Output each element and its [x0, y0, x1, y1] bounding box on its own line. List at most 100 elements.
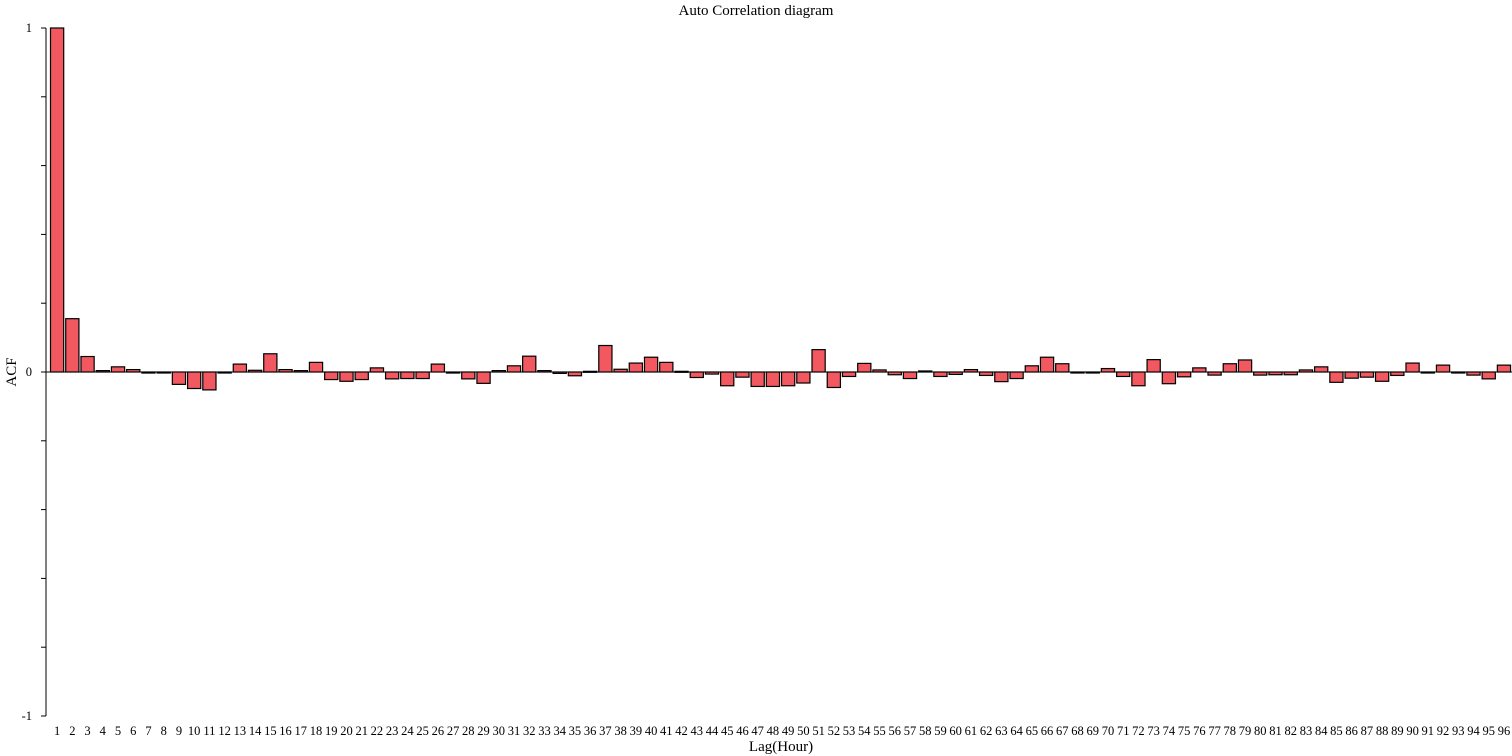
- x-tick-label: 57: [904, 724, 917, 738]
- acf-bar: [400, 371, 415, 380]
- x-tick-label: 87: [1361, 724, 1374, 738]
- acf-bar: [1070, 371, 1085, 374]
- acf-bar: [598, 344, 613, 373]
- x-axis-label: Lag(Hour): [749, 739, 813, 755]
- x-tick-label: 65: [1026, 724, 1039, 738]
- acf-bar: [430, 363, 446, 373]
- acf-bar: [994, 371, 1009, 383]
- acf-bar: [552, 371, 567, 374]
- x-tick-label: 77: [1208, 724, 1221, 738]
- acf-bar: [780, 371, 796, 387]
- x-tick-label: 23: [386, 724, 399, 738]
- x-tick-label: 7: [145, 724, 151, 738]
- x-tick-label: 61: [965, 724, 978, 738]
- acf-bar: [750, 371, 765, 388]
- acf-bar: [415, 371, 430, 380]
- acf-bar: [1024, 365, 1040, 373]
- chart-title: Auto Correlation diagram: [679, 3, 834, 19]
- x-tick-label: 64: [1010, 724, 1023, 738]
- x-tick-label: 58: [919, 724, 932, 738]
- x-tick-label: 56: [889, 724, 902, 738]
- acf-bar: [1451, 371, 1466, 374]
- acf-bar: [384, 371, 400, 380]
- acf-bar: [110, 366, 126, 373]
- x-tick-label: 16: [279, 724, 292, 738]
- acf-bar: [506, 365, 522, 373]
- x-tick-label: 45: [721, 724, 734, 738]
- x-tick-label: 84: [1315, 724, 1328, 738]
- x-tick-label: 39: [630, 724, 643, 738]
- x-tick-label: 2: [69, 724, 75, 738]
- acf-bar: [65, 318, 80, 373]
- acf-bar: [232, 363, 248, 373]
- acf-bar: [1374, 371, 1390, 382]
- y-tick-label: 1: [26, 21, 32, 35]
- acf-bar: [1115, 371, 1131, 378]
- acf-bar: [567, 371, 583, 377]
- x-tick-label: 15: [264, 724, 277, 738]
- acf-bar: [141, 371, 156, 374]
- acf-bar: [522, 355, 537, 373]
- x-tick-label: 93: [1452, 724, 1465, 738]
- x-tick-label: 69: [1086, 724, 1099, 738]
- x-tick-label: 47: [751, 724, 764, 738]
- x-tick-label: 4: [100, 724, 107, 738]
- acf-bar: [1405, 362, 1420, 373]
- acf-bar: [674, 370, 689, 373]
- acf-bar: [1039, 356, 1055, 373]
- x-tick-label: 17: [295, 724, 308, 738]
- x-tick-label: 18: [310, 724, 323, 738]
- acf-bar: [765, 371, 781, 388]
- acf-bar: [1237, 359, 1253, 373]
- x-tick-label: 86: [1345, 724, 1358, 738]
- y-tick-label: 0: [26, 365, 32, 379]
- x-tick-label: 95: [1482, 724, 1495, 738]
- acf-bar: [796, 371, 811, 384]
- acf-bar: [369, 367, 385, 373]
- x-tick-label: 48: [767, 724, 780, 738]
- x-tick-label: 8: [161, 724, 167, 738]
- x-tick-label: 12: [218, 724, 231, 738]
- acf-bar: [1161, 371, 1177, 385]
- x-tick-label: 52: [828, 724, 841, 738]
- x-tick-label: 85: [1330, 724, 1343, 738]
- acf-bar: [156, 371, 171, 374]
- acf-bar: [963, 368, 979, 373]
- x-tick-label: 35: [569, 724, 582, 738]
- x-tick-label: 75: [1178, 724, 1191, 738]
- x-tick-label: 54: [858, 724, 871, 738]
- x-tick-label: 44: [706, 724, 719, 738]
- acf-bar: [1496, 364, 1512, 373]
- x-tick-label: 83: [1300, 724, 1313, 738]
- acf-bar: [1146, 359, 1161, 373]
- x-tick-label: 11: [203, 724, 215, 738]
- x-tick-label: 5: [115, 724, 121, 738]
- acf-bar: [1222, 363, 1238, 373]
- acf-bar: [1055, 363, 1070, 373]
- acf-bar: [95, 370, 110, 373]
- acf-bar: [735, 371, 750, 378]
- x-tick-label: 9: [176, 724, 182, 738]
- x-tick-label: 67: [1056, 724, 1069, 738]
- acf-bar: [811, 349, 826, 373]
- acf-bar: [841, 371, 857, 378]
- x-tick-label: 94: [1467, 724, 1480, 738]
- acf-bar: [461, 371, 476, 380]
- x-tick-label: 92: [1437, 724, 1450, 738]
- x-tick-label: 91: [1422, 724, 1435, 738]
- x-tick-label: 66: [1041, 724, 1054, 738]
- x-tick-label: 21: [355, 724, 368, 738]
- acf-bar: [171, 371, 187, 385]
- acf-bar: [308, 361, 324, 373]
- acf-bar: [476, 371, 491, 384]
- acf-bar: [202, 371, 217, 391]
- acf-bar: [704, 371, 720, 375]
- x-tick-label: 36: [584, 724, 597, 738]
- x-tick-label: 63: [995, 724, 1008, 738]
- acf-bar: [1085, 371, 1100, 374]
- acf-bar: [689, 371, 704, 379]
- x-tick-label: 60: [949, 724, 962, 738]
- acf-bar: [80, 355, 95, 373]
- x-tick-label: 53: [843, 724, 856, 738]
